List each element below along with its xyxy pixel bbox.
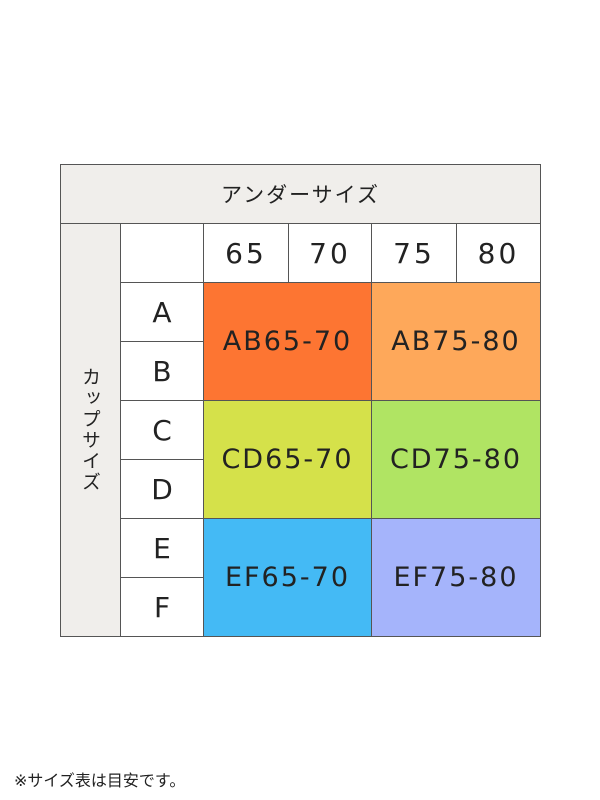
row-header-f: F (120, 577, 204, 637)
size-block-ef65-70: EF65-70 (203, 518, 372, 637)
row-header-c: C (120, 400, 204, 460)
size-block-ab65-70: AB65-70 (203, 282, 372, 401)
cup-size-label: カップサイズ (79, 367, 101, 493)
size-block-ef75-80: EF75-80 (371, 518, 541, 637)
under-size-header: アンダーサイズ (60, 164, 541, 224)
size-block-cd65-70: CD65-70 (203, 400, 372, 519)
column-header-80: 80 (456, 223, 541, 283)
corner-cell (120, 223, 204, 283)
row-header-e: E (120, 518, 204, 578)
size-block-cd75-80: CD75-80 (371, 400, 541, 519)
footnote: ※サイズ表は目安です。 (14, 771, 186, 790)
row-header-d: D (120, 459, 204, 519)
cup-size-header: カップサイズ (60, 223, 121, 637)
row-header-a: A (120, 282, 204, 342)
row-header-b: B (120, 341, 204, 401)
column-header-75: 75 (371, 223, 457, 283)
column-header-70: 70 (288, 223, 372, 283)
size-block-ab75-80: AB75-80 (371, 282, 541, 401)
column-header-65: 65 (203, 223, 289, 283)
